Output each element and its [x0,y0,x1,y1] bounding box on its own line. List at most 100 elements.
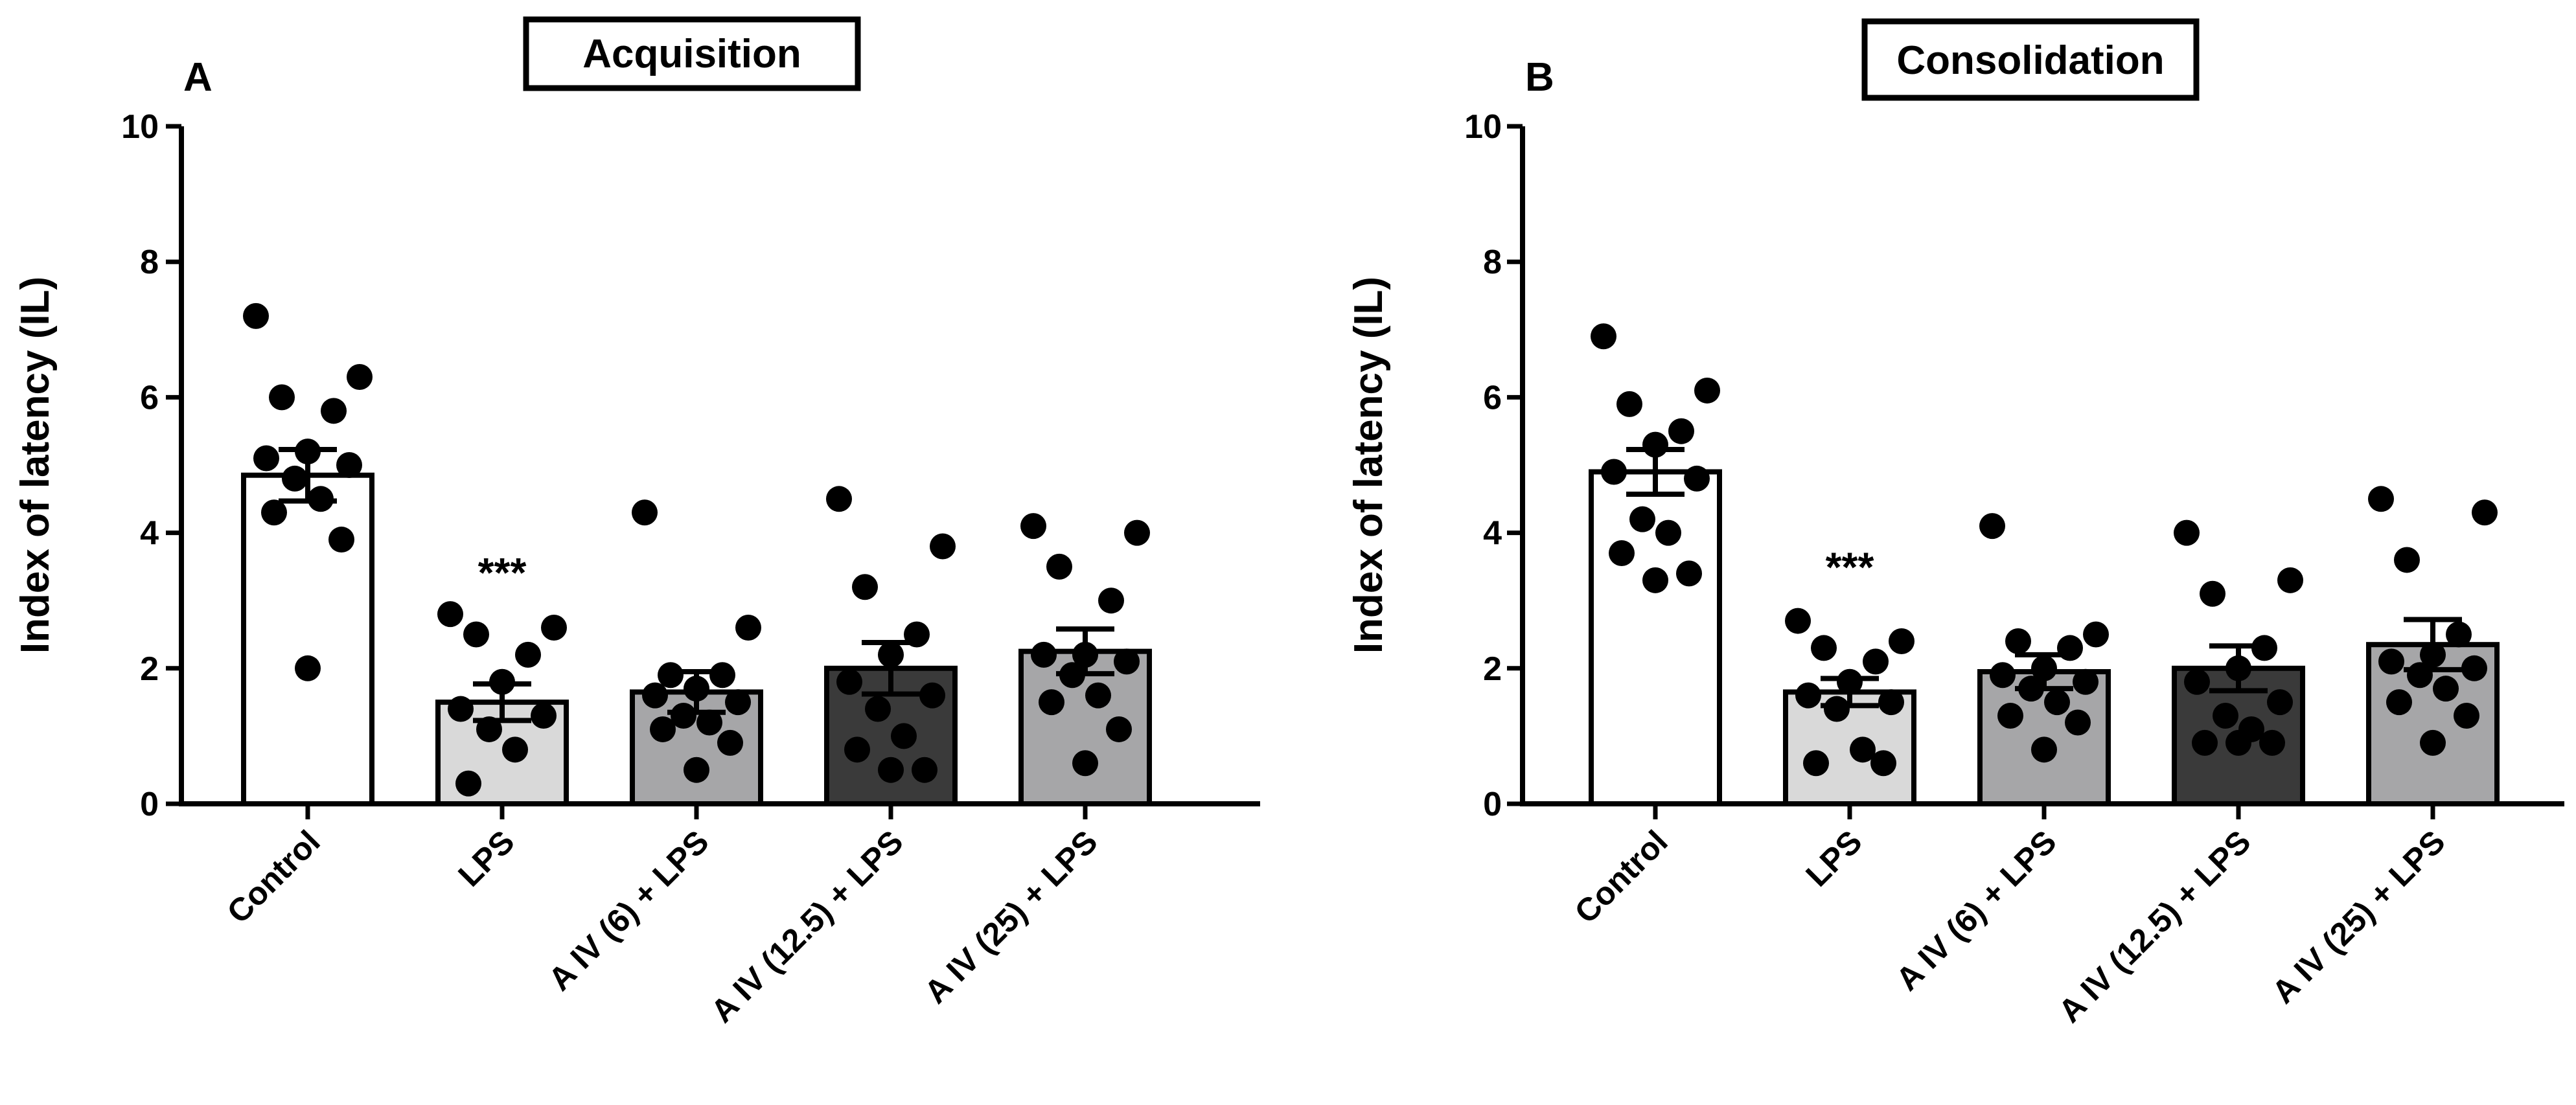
data-point [455,770,481,797]
data-point [2277,567,2303,593]
data-point [2225,729,2251,756]
data-point [930,533,956,560]
data-point [852,574,878,600]
data-point [2472,499,2498,526]
data-point [1694,377,1720,404]
data-point [2018,676,2044,702]
data-point [1811,635,1837,661]
data-point [1114,648,1140,675]
data-point [696,709,722,736]
data-point [650,716,676,742]
data-point [2174,519,2200,546]
data-point [308,486,334,512]
data-point [269,384,295,411]
data-point [1059,662,1085,689]
data-point [658,662,684,689]
y-axis-label: Index of latency (IL) [13,277,58,654]
data-point [502,736,528,763]
x-tick-label: A IV (25) + LPS [2265,823,2452,1010]
data-point [2044,689,2070,716]
data-point [2073,668,2099,695]
data-point [463,621,489,648]
data-point [336,452,362,478]
data-point [2386,689,2412,716]
data-point [1609,540,1635,566]
data-point [1039,689,1064,716]
y-tick-label: 6 [140,379,159,416]
y-tick-label: 0 [140,786,159,823]
data-point [2420,729,2446,756]
data-point [1684,465,1710,492]
data-point [717,729,743,756]
panel-letter: B [1525,55,1554,100]
data-point [844,736,870,763]
data-point [1878,689,1904,716]
data-point [1072,750,1098,777]
significance-marker: *** [1826,543,1874,590]
data-point [709,662,735,689]
x-tick-label: Control [1568,823,1675,930]
data-point [515,641,541,668]
data-point [1870,750,1896,777]
y-tick-label: 2 [140,650,159,688]
data-point [2420,641,2446,668]
data-point [684,757,709,783]
data-point [1601,459,1627,485]
data-point [243,302,269,329]
data-point [735,615,761,641]
data-point [878,757,904,783]
significance-marker: *** [478,549,527,596]
data-point [2057,635,2083,661]
data-point [2394,547,2420,573]
data-point [321,398,347,424]
data-point [1990,662,2016,689]
data-point [1979,513,2005,540]
data-point [295,655,321,681]
panel-acquisition: Acquisition A Index of latency (IL) 0 2 4 6 8 10… [13,16,1260,1029]
y-tick-label: 8 [140,244,159,281]
data-point [2200,580,2225,607]
data-point [1124,519,1150,546]
data-point [1824,696,1850,722]
data-point [347,364,373,391]
data-point [891,723,917,749]
y-tick-label: 2 [1483,650,1502,688]
data-point [1629,506,1655,532]
panel-consolidation: Consolidation B Index of latency (IL) 0 2 4 6 8… [1346,18,2564,1029]
data-point [1642,567,1668,593]
y-tick-label: 4 [1483,515,1502,552]
data-point [919,682,945,709]
bar [1589,469,1722,806]
data-point [1031,641,1057,668]
data-point [2433,676,2459,702]
data-point [2213,703,2238,729]
y-tick-label: 10 [1464,108,1502,146]
data-point [437,601,463,628]
x-tick-label: LPS [451,823,521,893]
data-point [261,499,287,526]
data-point [2267,689,2293,716]
data-point [1850,736,1876,763]
x-tick-label: A IV (12.5) + LPS [2051,823,2257,1029]
data-point [1591,323,1616,350]
data-point [2005,628,2031,654]
data-point [295,439,321,465]
panel-title: Acquisition [582,32,801,76]
data-point [2259,729,2285,756]
y-tick-label: 4 [140,515,159,552]
data-point [1668,418,1694,444]
data-point [489,668,515,695]
data-point [836,668,862,695]
x-tick-label: Control [220,823,327,930]
y-tick-label: 8 [1483,244,1502,281]
data-point [1803,750,1829,777]
panel-title-box [1861,18,2200,101]
data-point [2446,621,2472,648]
data-point [531,703,557,729]
x-tick-label: A IV (6) + LPS [542,823,716,997]
data-point [1997,703,2023,729]
data-point [1085,682,1111,709]
data-point [2378,648,2404,675]
data-point [1098,587,1124,614]
data-point [541,615,567,641]
